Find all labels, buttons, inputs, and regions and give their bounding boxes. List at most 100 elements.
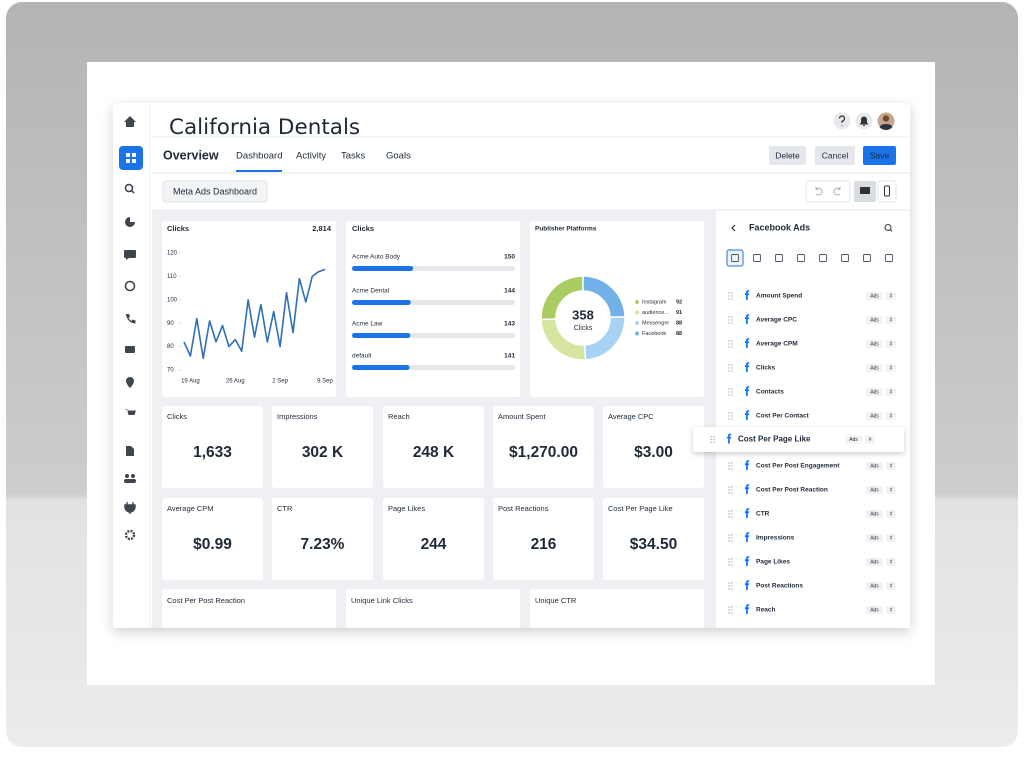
badge [866, 510, 883, 518]
dashboard-icon[interactable] [119, 146, 143, 170]
location-icon[interactable] [126, 377, 134, 388]
card [530, 589, 704, 628]
back-button[interactable] [731, 224, 736, 232]
card [493, 406, 594, 488]
facebook-icon [744, 484, 750, 494]
kpi-value: $3.00 [634, 444, 673, 461]
card [162, 589, 336, 628]
badge [866, 534, 883, 542]
metric-name[interactable]: Cost Per Contact [756, 413, 810, 420]
button[interactable] [863, 146, 896, 165]
facebook-icon [744, 386, 750, 396]
tab[interactable]: Tasks [341, 151, 366, 162]
bell-glyph [859, 116, 869, 126]
metric-name[interactable]: Cost Per Page Like [738, 435, 811, 444]
badge-label: # [890, 463, 893, 469]
cart-icon[interactable] [125, 409, 136, 415]
undo-redo[interactable] [805, 180, 851, 203]
dashboard-selector[interactable] [162, 180, 268, 203]
widget-type[interactable] [726, 249, 744, 267]
tab[interactable]: Activity [296, 151, 326, 162]
drag-handle-dot [728, 316, 730, 318]
plug-icon[interactable] [124, 502, 136, 514]
drag-handle-dot [731, 346, 733, 348]
drag-handle-dot [731, 391, 733, 393]
metric-name[interactable]: Contacts [756, 389, 784, 396]
line-series [183, 268, 326, 360]
badge [886, 364, 896, 372]
drag-handle-dot [728, 585, 730, 587]
panel-search[interactable] [884, 223, 892, 232]
active-tab-indicator [236, 170, 282, 172]
drag-handle-dot [728, 394, 730, 396]
panel-title: Facebook Ads [749, 222, 810, 232]
metric-name[interactable]: Impressions [756, 535, 795, 542]
facebook-icon [744, 338, 750, 348]
kpi-label: Reach [388, 412, 410, 421]
drag-handle-dot [731, 364, 733, 366]
metric-name[interactable]: Cost Per Post Reaction [756, 487, 828, 494]
metric-name[interactable]: CTR [756, 511, 770, 518]
phone-icon[interactable] [126, 314, 136, 324]
badge [886, 582, 896, 590]
metric-name[interactable]: Average CPM [756, 341, 798, 348]
home-icon[interactable] [124, 116, 136, 127]
drag-handle-dot [731, 561, 733, 563]
drag-handle-dot [731, 564, 733, 566]
metric-name[interactable]: Clicks [756, 365, 776, 372]
kpi-label: Cost Per Page Like [608, 504, 673, 513]
target-icon[interactable] [124, 280, 136, 292]
badge-label: # [890, 535, 893, 541]
drag-handle-dot [731, 298, 733, 300]
drag-handle-dot [728, 606, 730, 608]
drag-handle-dot [728, 564, 730, 566]
metric-name[interactable]: Page Likes [756, 559, 790, 566]
drag-handle-dot [728, 516, 730, 518]
tab[interactable]: Goals [386, 151, 411, 162]
drag-handle-dot [728, 582, 730, 584]
drag-handle-dot [731, 612, 733, 614]
metric-name[interactable]: Reach [756, 607, 776, 614]
legend-value: 88 [676, 331, 682, 337]
x-tick-label: 19 Aug [181, 379, 200, 385]
button[interactable] [769, 146, 806, 165]
badge-label: Ads [870, 293, 879, 299]
settings-icon[interactable] [124, 529, 136, 541]
badge-label: # [890, 511, 893, 517]
badge [866, 606, 883, 614]
search-icon[interactable] [124, 183, 134, 193]
search-icon-handle [130, 189, 135, 194]
badge [886, 388, 896, 396]
kpi-label: Average CPM [167, 504, 214, 513]
badge-label: # [890, 559, 893, 565]
badge [886, 412, 896, 420]
drag-handle-dot [728, 561, 730, 563]
drag-handle-dot [728, 609, 730, 611]
avatar-body [879, 123, 893, 131]
metric-name[interactable]: Average CPC [756, 317, 797, 324]
drag-handle-dot [731, 316, 733, 318]
metric-name[interactable]: Amount Spend [756, 293, 802, 300]
badge [886, 606, 896, 614]
badge-label: # [869, 437, 872, 443]
kpi-value: $1,270.00 [509, 444, 578, 461]
metric-name[interactable]: Cost Per Post Engagement [756, 463, 840, 470]
document-icon[interactable] [126, 446, 134, 456]
tab[interactable]: Dashboard [236, 151, 282, 162]
badge-label: # [890, 341, 893, 347]
chat-icon[interactable] [124, 250, 136, 260]
mail-icon[interactable] [125, 346, 135, 353]
dragged-item[interactable] [693, 427, 904, 452]
kpi-value: 216 [531, 536, 557, 553]
bar-label: default [352, 353, 372, 360]
drag-handle-dot [728, 292, 730, 294]
reports-icon[interactable] [125, 217, 135, 227]
users-icon[interactable] [124, 474, 136, 483]
metric-name[interactable]: Post Reactions [756, 583, 803, 590]
drag-handle-dot [728, 322, 730, 324]
mobile-view[interactable] [877, 180, 897, 203]
button[interactable] [815, 146, 855, 165]
kpi-label: Clicks [167, 412, 187, 421]
drag-handle-dot [728, 391, 730, 393]
widget-type-glyph [731, 254, 739, 262]
